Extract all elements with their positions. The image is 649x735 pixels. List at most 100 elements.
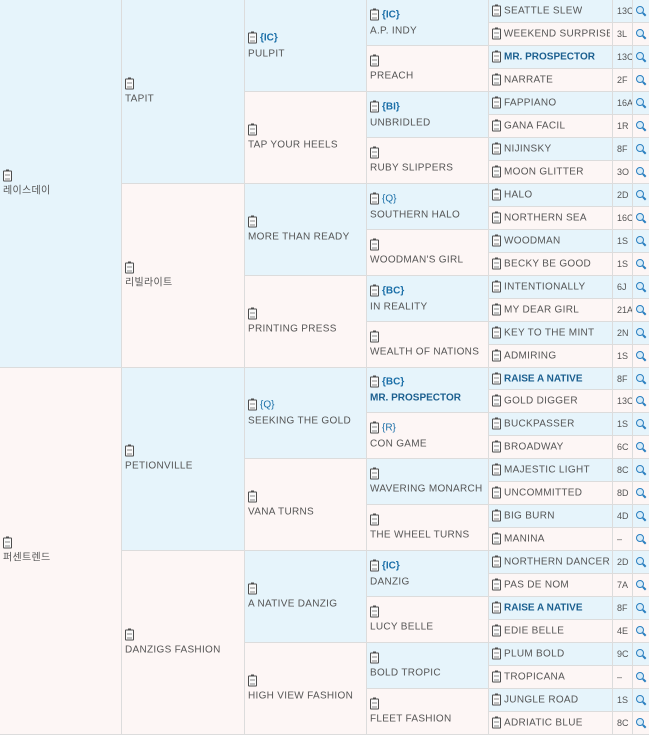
notes-icon[interactable] bbox=[370, 467, 379, 479]
notes-icon[interactable] bbox=[492, 647, 501, 660]
notes-icon[interactable] bbox=[492, 578, 501, 591]
search-button[interactable] bbox=[633, 299, 649, 322]
horse-name[interactable]: THE WHEEL TURNS bbox=[370, 529, 470, 540]
search-button[interactable] bbox=[633, 551, 649, 574]
notes-icon[interactable] bbox=[248, 490, 257, 502]
horse-name[interactable]: RUBY SLIPPERS bbox=[370, 162, 454, 173]
horse-name[interactable]: ADMIRING bbox=[504, 350, 557, 362]
horse-name[interactable]: TROPICANA bbox=[504, 671, 566, 683]
horse-name[interactable]: PREACH bbox=[370, 70, 414, 81]
horse-name[interactable]: ADRIATIC BLUE bbox=[504, 717, 583, 729]
horse-name[interactable]: PULPIT bbox=[248, 48, 285, 59]
notes-icon[interactable] bbox=[492, 372, 501, 384]
notes-icon[interactable] bbox=[492, 509, 501, 522]
notes-icon[interactable] bbox=[492, 142, 501, 155]
horse-name[interactable]: RAISE A NATIVE bbox=[504, 373, 583, 384]
horse-name[interactable]: TAP YOUR HEELS bbox=[248, 139, 338, 150]
search-button[interactable] bbox=[633, 184, 649, 207]
search-button[interactable] bbox=[633, 436, 649, 459]
horse-name[interactable]: BROADWAY bbox=[504, 441, 564, 453]
horse-name[interactable]: MAJESTIC LIGHT bbox=[504, 464, 590, 476]
notes-icon[interactable] bbox=[492, 211, 501, 224]
search-button[interactable] bbox=[633, 368, 649, 390]
notes-icon[interactable] bbox=[370, 54, 379, 66]
search-button[interactable] bbox=[633, 574, 649, 597]
horse-name[interactable]: UNCOMMITTED bbox=[504, 487, 583, 499]
horse-name[interactable]: 퍼센트렌드 bbox=[3, 552, 51, 564]
notes-icon[interactable] bbox=[125, 77, 134, 89]
notes-icon[interactable] bbox=[370, 605, 379, 617]
search-button[interactable] bbox=[633, 413, 649, 436]
search-button[interactable] bbox=[633, 276, 649, 299]
search-button[interactable] bbox=[633, 115, 649, 138]
horse-name[interactable]: BIG BURN bbox=[504, 510, 555, 522]
notes-icon[interactable] bbox=[370, 375, 379, 388]
notes-icon[interactable] bbox=[370, 513, 379, 525]
search-button[interactable] bbox=[633, 92, 649, 115]
notes-icon[interactable] bbox=[492, 601, 501, 614]
notes-icon[interactable] bbox=[492, 716, 501, 729]
search-button[interactable] bbox=[633, 505, 649, 528]
horse-name[interactable]: EDIE BELLE bbox=[504, 625, 565, 637]
notes-icon[interactable] bbox=[492, 440, 501, 453]
horse-name[interactable]: NIJINSKY bbox=[504, 143, 552, 155]
horse-name[interactable]: WOODMAN'S GIRL bbox=[370, 254, 464, 265]
notes-icon[interactable] bbox=[125, 628, 134, 640]
notes-icon[interactable] bbox=[492, 417, 501, 430]
search-button[interactable] bbox=[633, 69, 649, 92]
horse-name[interactable]: NORTHERN DANCER bbox=[504, 556, 610, 568]
notes-icon[interactable] bbox=[248, 215, 257, 227]
horse-name[interactable]: FAPPIANO bbox=[504, 97, 557, 109]
horse-name[interactable]: BECKY BE GOOD bbox=[504, 258, 592, 270]
horse-name[interactable]: PRINTING PRESS bbox=[248, 323, 337, 334]
horse-name[interactable]: WEEKEND SURPRISE bbox=[503, 28, 610, 40]
notes-icon[interactable] bbox=[370, 284, 379, 296]
notes-icon[interactable] bbox=[492, 670, 501, 683]
horse-name[interactable]: MANINA bbox=[504, 533, 545, 545]
notes-icon[interactable] bbox=[248, 307, 257, 319]
search-button[interactable] bbox=[633, 689, 649, 712]
notes-icon[interactable] bbox=[492, 555, 501, 568]
horse-name[interactable]: MR. PROSPECTOR bbox=[370, 392, 461, 404]
horse-name[interactable]: SOUTHERN HALO bbox=[370, 209, 461, 220]
notes-icon[interactable] bbox=[492, 280, 501, 293]
horse-name[interactable]: JUNGLE ROAD bbox=[504, 694, 579, 706]
notes-icon[interactable] bbox=[370, 192, 379, 204]
horse-name[interactable]: NARRATE bbox=[504, 74, 554, 86]
horse-name[interactable]: PAS DE NOM bbox=[504, 579, 570, 591]
search-button[interactable] bbox=[633, 620, 649, 643]
search-button[interactable] bbox=[633, 597, 649, 620]
notes-icon[interactable] bbox=[492, 73, 501, 86]
notes-icon[interactable] bbox=[492, 234, 501, 247]
search-button[interactable] bbox=[633, 161, 649, 184]
search-button[interactable] bbox=[633, 459, 649, 482]
search-button[interactable] bbox=[633, 138, 649, 161]
notes-icon[interactable] bbox=[248, 674, 257, 686]
search-button[interactable] bbox=[633, 482, 649, 505]
horse-name[interactable]: GANA FACIL bbox=[504, 120, 566, 132]
horse-name[interactable]: HALO bbox=[504, 189, 533, 201]
horse-name[interactable]: A.P. INDY bbox=[370, 25, 417, 36]
notes-icon[interactable] bbox=[370, 421, 379, 433]
horse-name[interactable]: 리빌라이트 bbox=[125, 277, 173, 288]
horse-name[interactable]: MY DEAR GIRL bbox=[504, 304, 580, 316]
notes-icon[interactable] bbox=[370, 697, 379, 709]
horse-name[interactable]: WAVERING MONARCH bbox=[370, 483, 483, 494]
search-button[interactable] bbox=[633, 528, 649, 551]
search-button[interactable] bbox=[633, 23, 649, 46]
search-button[interactable] bbox=[633, 345, 649, 368]
notes-icon[interactable] bbox=[492, 188, 501, 201]
notes-icon[interactable] bbox=[370, 238, 379, 250]
horse-name[interactable]: SEATTLE SLEW bbox=[504, 5, 583, 17]
notes-icon[interactable] bbox=[492, 326, 501, 339]
search-button[interactable] bbox=[633, 666, 649, 689]
horse-name[interactable]: BUCKPASSER bbox=[504, 418, 575, 430]
notes-icon[interactable] bbox=[492, 463, 501, 476]
notes-icon[interactable] bbox=[492, 50, 501, 63]
notes-icon[interactable] bbox=[492, 303, 501, 316]
notes-icon[interactable] bbox=[370, 8, 379, 20]
notes-icon[interactable] bbox=[370, 100, 379, 112]
horse-name[interactable]: SEEKING THE GOLD bbox=[248, 415, 351, 427]
horse-name[interactable]: VANA TURNS bbox=[248, 506, 314, 517]
horse-name[interactable]: GOLD DIGGER bbox=[504, 395, 578, 407]
